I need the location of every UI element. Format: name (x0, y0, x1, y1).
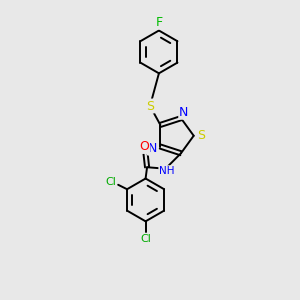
Text: S: S (146, 100, 154, 112)
Text: S: S (197, 129, 206, 142)
Text: NH: NH (159, 166, 175, 176)
Text: F: F (155, 16, 163, 29)
Text: O: O (139, 140, 149, 153)
Text: N: N (148, 142, 157, 154)
Text: Cl: Cl (105, 177, 116, 187)
Text: N: N (179, 106, 189, 119)
Text: Cl: Cl (140, 234, 151, 244)
